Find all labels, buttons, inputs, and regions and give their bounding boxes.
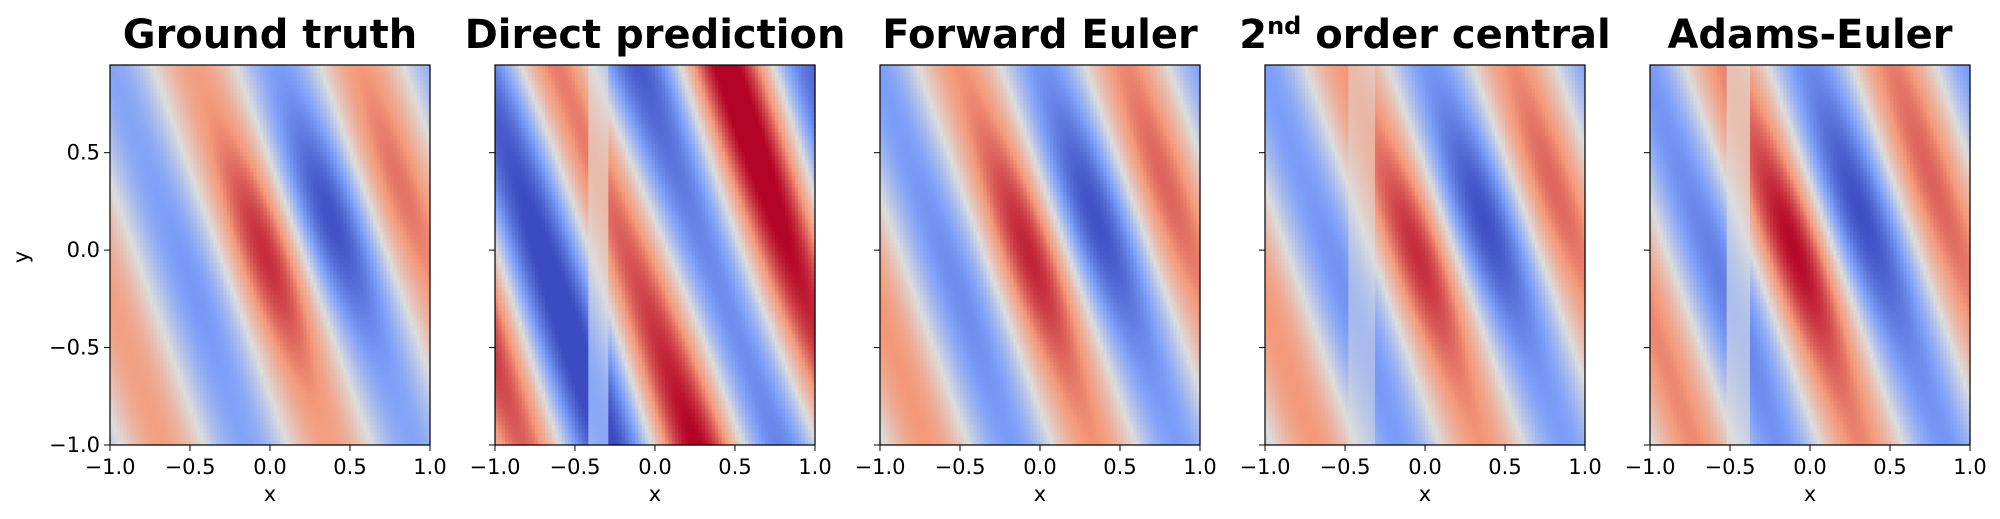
x-tick-label: 1.0 xyxy=(413,455,446,479)
x-tick-label: 0.5 xyxy=(1103,455,1136,479)
x-tick-label: −0.5 xyxy=(165,455,216,479)
x-tick-label: 0.0 xyxy=(1408,455,1441,479)
x-tick-label: −1.0 xyxy=(1240,455,1291,479)
panel-title: Forward Euler xyxy=(882,12,1198,58)
y-tick-label: −0.5 xyxy=(49,336,100,360)
panel-title: Direct prediction xyxy=(465,12,846,58)
y-axis-label: y xyxy=(9,251,33,263)
x-tick-label: 0.5 xyxy=(1873,455,1906,479)
x-tick-label: −1.0 xyxy=(470,455,521,479)
x-axis-label: x xyxy=(264,482,276,506)
heatmap-panel-4: 2nd order central −1.0 −0.5 0.0 0.5 1.0 x xyxy=(1239,12,1611,506)
heatmap-panel-3: Forward Euler −1.0 −0.5 0.0 0.5 1.0 x xyxy=(855,12,1217,506)
y-tick-label: 0.0 xyxy=(67,238,100,262)
x-tick-label: 0.5 xyxy=(333,455,366,479)
heatmap-panel-2: Direct prediction −1.0 −0.5 0.0 0.5 1.0 x xyxy=(465,12,846,506)
x-tick-label: −0.5 xyxy=(935,455,986,479)
x-tick-label: 0.0 xyxy=(1793,455,1826,479)
heatmap-panel-1: Ground truth −1.0 −0.5 0.0 0.5 1.0 x −1.0 −0.5 0.… xyxy=(9,12,447,506)
panel-title: 2nd order central xyxy=(1239,12,1611,58)
x-tick-label: 0.5 xyxy=(718,455,751,479)
x-tick-label: 1.0 xyxy=(1953,455,1986,479)
heatmap-panel-5: Adams-Euler −1.0 −0.5 0.0 0.5 1.0 x xyxy=(1625,12,1987,506)
heatmap-cells xyxy=(1650,65,1971,446)
y-tick-label: 0.5 xyxy=(67,141,100,165)
y-tick-label: −1.0 xyxy=(49,433,100,457)
x-tick-label: 1.0 xyxy=(1183,455,1216,479)
x-tick-label: −1.0 xyxy=(855,455,906,479)
x-tick-label: −1.0 xyxy=(1625,455,1676,479)
x-axis-label: x xyxy=(1419,482,1431,506)
panel-title: Adams-Euler xyxy=(1667,12,1952,58)
heatmap-cells xyxy=(110,65,431,446)
heatmap-cells xyxy=(1265,65,1586,446)
x-tick-label: −0.5 xyxy=(550,455,601,479)
x-axis-label: x xyxy=(1804,482,1816,506)
x-tick-label: 0.0 xyxy=(1023,455,1056,479)
x-tick-label: −0.5 xyxy=(1705,455,1756,479)
x-axis-label: x xyxy=(1034,482,1046,506)
heatmap-cells xyxy=(880,65,1201,446)
panel-title: Ground truth xyxy=(123,12,417,58)
x-tick-label: 0.0 xyxy=(638,455,671,479)
x-tick-label: −0.5 xyxy=(1320,455,1371,479)
x-tick-label: 1.0 xyxy=(1568,455,1601,479)
x-tick-label: 0.5 xyxy=(1488,455,1521,479)
x-tick-label: −1.0 xyxy=(85,455,136,479)
heatmap-cells xyxy=(495,65,816,446)
x-tick-label: 1.0 xyxy=(798,455,831,479)
x-tick-label: 0.0 xyxy=(253,455,286,479)
x-axis-label: x xyxy=(649,482,661,506)
